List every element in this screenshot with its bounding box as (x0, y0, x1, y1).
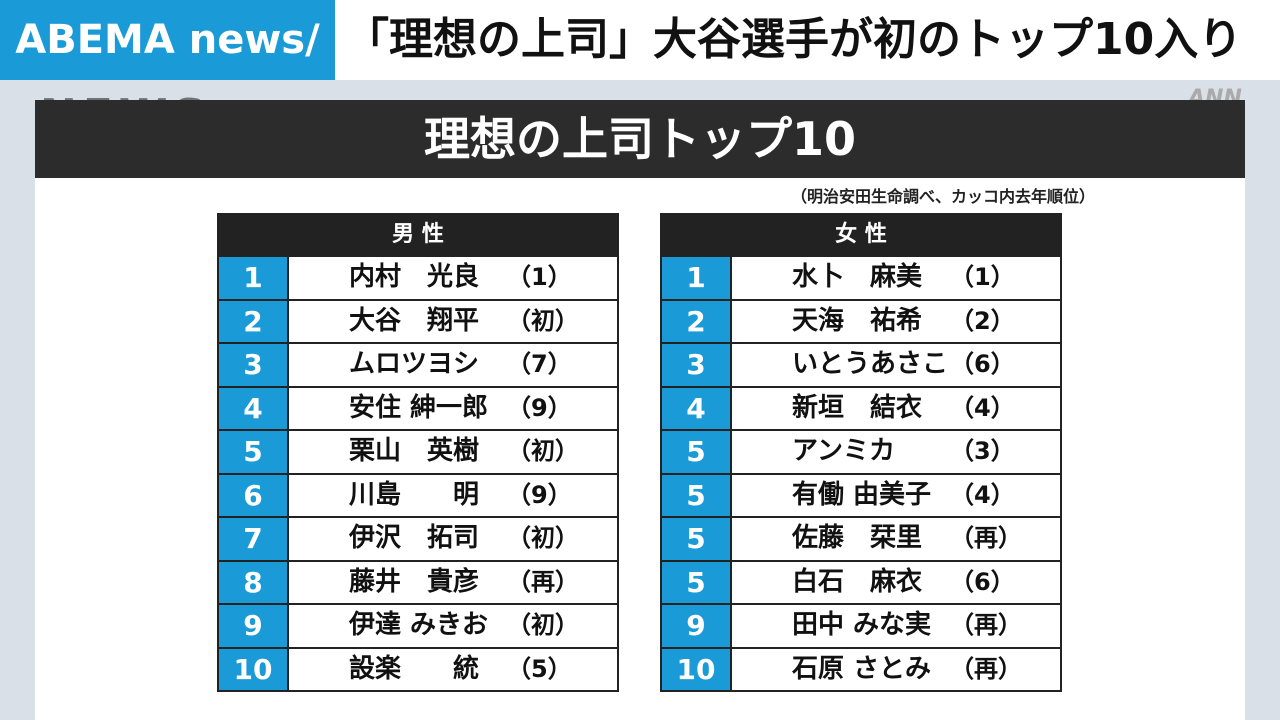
rank: 6 (219, 474, 289, 516)
name: 内村 光良 (349, 262, 480, 292)
rank: 10 (219, 648, 289, 690)
previous-rank: （1） (950, 263, 1015, 291)
name: 白石 麻衣 (792, 566, 923, 597)
name: ムロツヨシ (349, 349, 480, 379)
name: アンミカ (792, 436, 895, 466)
previous-rank: （再） (507, 567, 579, 596)
rank: 7 (219, 518, 289, 560)
name: 水卜 麻美 (792, 262, 923, 292)
table-row: 8 藤井 貴彦 （再） (219, 559, 617, 603)
name: 新垣 結衣 (792, 392, 923, 423)
rank: 9 (219, 605, 289, 647)
table-row: 5 佐藤 栞里 （再） (662, 516, 1060, 560)
previous-rank: （6） (950, 350, 1015, 378)
name: 伊沢 拓司 (349, 523, 480, 553)
name: 伊達 みきお (349, 610, 489, 640)
table-row: 7 伊沢 拓司 （初） (219, 516, 617, 560)
name: 有働 由美子 (792, 479, 932, 510)
headline: 「理想の上司」大谷選手が初のトップ10入り (345, 14, 1243, 65)
top-bar: ABEMA news/ 「理想の上司」大谷選手が初のトップ10入り (0, 0, 1280, 80)
rank: 2 (219, 300, 289, 342)
rank: 5 (219, 431, 289, 473)
previous-rank: （再） (950, 524, 1022, 552)
previous-rank: （初） (507, 611, 579, 639)
table-row: 2 大谷 翔平 （初） (219, 298, 617, 342)
table-row: 10 石原 さとみ （再） (662, 646, 1060, 690)
rank: 5 (662, 474, 732, 516)
table-row: 4 安住 紳一郎 （9） (219, 385, 617, 429)
table-row: 5 有働 由美子 （4） (662, 472, 1060, 516)
name: 川島 明 (349, 479, 480, 510)
rank: 5 (662, 431, 732, 473)
name: 安住 紳一郎 (349, 392, 489, 423)
ranking-table: 女 性 1 水卜 麻美 （1） 2 天海 祐希 （2） 3 いとうあさこ （6） 4 新垣 結衣 （4）… (660, 213, 1062, 692)
rank: 2 (662, 300, 732, 342)
rank: 4 (219, 387, 289, 429)
note: （明治安田生命調べ、カッコ内去年順位） (790, 187, 1095, 206)
previous-rank: （9） (507, 393, 572, 422)
name: 設楽 統 (349, 653, 480, 684)
rank: 1 (662, 257, 732, 299)
rank: 3 (219, 344, 289, 386)
table-row: 5 白石 麻衣 （6） (662, 559, 1060, 603)
rank: 5 (662, 518, 732, 560)
previous-rank: （6） (950, 567, 1015, 596)
table-row: 1 内村 光良 （1） (219, 255, 617, 299)
rank: 10 (662, 648, 732, 690)
previous-rank: （4） (950, 393, 1015, 422)
rank: 1 (219, 257, 289, 299)
previous-rank: （初） (507, 524, 579, 552)
table-row: 9 伊達 みきお （初） (219, 603, 617, 647)
table-row: 5 栗山 英樹 （初） (219, 429, 617, 473)
table-heading: 女 性 (835, 222, 887, 247)
previous-rank: （2） (950, 306, 1015, 335)
previous-rank: （初） (507, 437, 579, 465)
previous-rank: （5） (507, 654, 572, 683)
name: 栗山 英樹 (349, 436, 480, 466)
table-row: 3 ムロツヨシ （7） (219, 342, 617, 386)
table-row: 9 田中 みな実 （再） (662, 603, 1060, 647)
name: 藤井 貴彦 (349, 566, 480, 597)
ranking-table: 男 性 1 内村 光良 （1） 2 大谷 翔平 （初） 3 ムロツヨシ （7） 4 安住 紳一郎 （9）… (217, 213, 619, 692)
table-row: 3 いとうあさこ （6） (662, 342, 1060, 386)
table-heading: 男 性 (392, 222, 444, 247)
previous-rank: （9） (507, 480, 572, 509)
previous-rank: （1） (507, 263, 572, 291)
previous-rank: （3） (950, 437, 1015, 465)
name: 石原 さとみ (792, 653, 932, 684)
table-row: 1 水卜 麻美 （1） (662, 255, 1060, 299)
table-row: 2 天海 祐希 （2） (662, 298, 1060, 342)
rank: 4 (662, 387, 732, 429)
table-row: 10 設楽 統 （5） (219, 646, 617, 690)
name: 田中 みな実 (792, 610, 932, 640)
previous-rank: （初） (507, 306, 579, 335)
name: 佐藤 栞里 (792, 523, 923, 553)
name: 大谷 翔平 (349, 305, 480, 336)
previous-rank: （再） (950, 654, 1022, 683)
panel-title: 理想の上司トップ10 (35, 100, 1245, 178)
name: いとうあさこ (792, 349, 949, 379)
previous-rank: （7） (507, 350, 572, 378)
table-row: 6 川島 明 （9） (219, 472, 617, 516)
rank: 3 (662, 344, 732, 386)
name: 天海 祐希 (792, 305, 923, 336)
rank: 8 (219, 561, 289, 603)
previous-rank: （再） (950, 611, 1022, 639)
rank: 5 (662, 561, 732, 603)
logo: ABEMA news/ (0, 0, 335, 80)
table-row: 4 新垣 結衣 （4） (662, 385, 1060, 429)
previous-rank: （4） (950, 480, 1015, 509)
table-row: 5 アンミカ （3） (662, 429, 1060, 473)
rank: 9 (662, 605, 732, 647)
